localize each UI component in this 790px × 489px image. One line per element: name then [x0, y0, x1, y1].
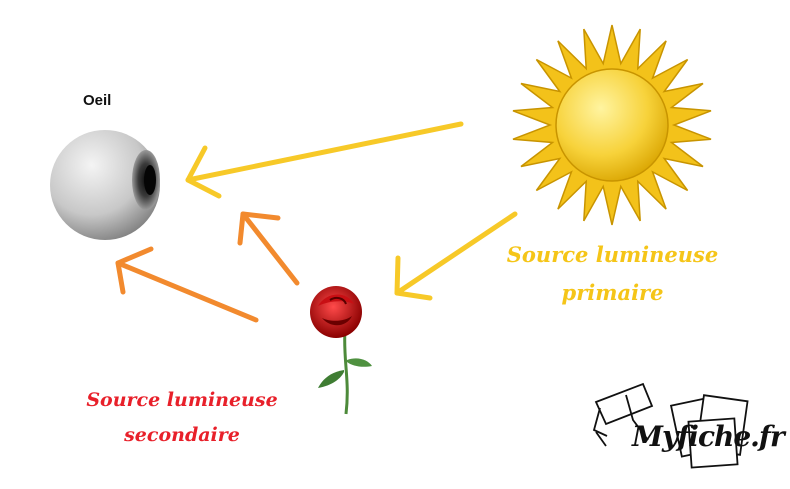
light-arrows [115, 121, 518, 323]
rose-icon [310, 286, 372, 415]
primary-source-line1: Source lumineuse [506, 242, 719, 267]
secondary-source-label: Source lumineuse secondaire [72, 383, 292, 453]
eye-icon [50, 130, 160, 240]
eye-label: Oeil [83, 92, 112, 109]
arrow-rose-to-eye-upper [237, 211, 300, 286]
brand-name: Myfiche.fr [632, 420, 785, 453]
primary-source-label: Source lumineuse primaire [500, 236, 725, 312]
arrow-rose-to-eye-lower [115, 246, 259, 323]
myfiche-logo [592, 382, 749, 469]
sun-icon [512, 24, 712, 226]
primary-source-line2: primaire [561, 280, 664, 305]
arrow-sun-to-rose [394, 211, 518, 301]
secondary-source-line1: Source lumineuse [86, 389, 278, 411]
arrow-sun-to-eye [185, 121, 464, 199]
sun-disc [555, 68, 669, 182]
secondary-source-line2: secondaire [124, 424, 240, 446]
